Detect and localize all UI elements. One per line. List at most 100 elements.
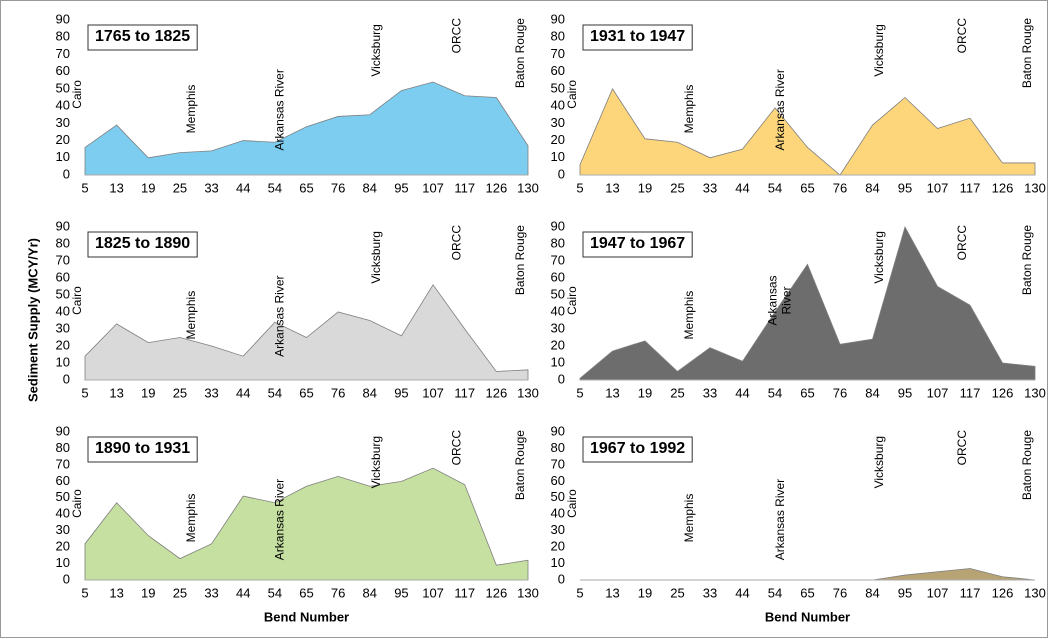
annotation: ORCC [955,18,969,54]
x-tick-label: 44 [735,585,749,600]
y-tick-label: 60 [551,473,565,488]
y-tick-label: 10 [551,555,565,570]
x-tick-label: 25 [670,180,684,195]
x-tick-label: 95 [898,585,912,600]
x-tick-label: 25 [173,585,187,600]
x-tick-label: 84 [865,585,879,600]
x-tick-label: 130 [1024,385,1046,400]
annotation: Cairo [70,80,84,109]
x-tick-label: 130 [517,585,539,600]
y-tick-label: 50 [551,489,565,504]
x-tick-label: 76 [833,585,847,600]
y-tick-label: 60 [56,473,70,488]
x-tick-label: 95 [394,585,408,600]
x-tick-label: 5 [576,180,583,195]
y-tick-label: 30 [56,320,70,335]
x-tick-label: 107 [422,180,444,195]
y-tick-label: 40 [551,506,565,521]
x-tick-label: 126 [486,180,508,195]
chart-title: 1825 to 1890 [95,235,190,252]
y-tick-label: 50 [56,286,70,301]
x-tick-label: 25 [173,180,187,195]
chart-title: 1765 to 1825 [95,28,190,45]
x-tick-label: 25 [670,585,684,600]
annotation: Arkansas River [773,69,787,150]
y-tick-label: 40 [551,303,565,318]
annotation: Cairo [565,286,579,315]
y-tick-label: 90 [551,218,565,233]
x-tick-label: 13 [109,180,123,195]
x-tick-label: 130 [1024,180,1046,195]
x-tick-label: 13 [109,585,123,600]
annotation: Memphis [184,494,198,543]
y-tick-label: 80 [56,440,70,455]
y-tick-label: 80 [551,235,565,250]
y-tick-label: 50 [56,80,70,95]
x-tick-label: 95 [394,385,408,400]
y-tick-label: 60 [56,269,70,284]
y-tick-label: 10 [56,555,70,570]
y-tick-label: 80 [56,29,70,44]
y-tick-label: 90 [56,218,70,233]
x-tick-label: 44 [236,180,250,195]
x-tick-label: 130 [517,385,539,400]
x-tick-label: 33 [703,585,717,600]
x-tick-label: 117 [454,180,475,195]
x-tick-label: 126 [486,385,508,400]
annotation: Cairo [565,489,579,518]
y-tick-label: 30 [551,522,565,537]
x-tick-label: 107 [422,585,444,600]
y-tick-label: 10 [56,149,70,164]
chart-title: 1931 to 1947 [590,28,685,45]
y-tick-label: 10 [56,354,70,369]
y-tick-label: 20 [56,539,70,554]
x-tick-label: 54 [268,180,282,195]
annotation: Baton Rouge [1020,225,1034,295]
y-tick-label: 60 [551,269,565,284]
annotation: ORCC [955,225,969,261]
x-tick-label: 33 [204,385,218,400]
annotation: Vicksburg [872,231,886,283]
y-tick-label: 90 [551,423,565,438]
y-tick-label: 0 [63,371,70,386]
x-tick-label: 13 [605,585,619,600]
annotation: ORCC [450,18,464,54]
x-tick-label: 5 [81,385,88,400]
x-tick-label: 84 [865,385,879,400]
x-tick-label: 13 [605,180,619,195]
y-tick-label: 0 [63,166,70,181]
annotation: Cairo [70,489,84,518]
y-tick-label: 70 [56,456,70,471]
y-tick-label: 40 [56,303,70,318]
chart-title: 1947 to 1967 [590,235,685,252]
x-tick-label: 107 [927,585,949,600]
x-tick-label: 19 [141,180,155,195]
y-tick-label: 90 [56,11,70,26]
y-axis-label: Sediment Supply (MCY/Yr) [25,238,40,402]
y-tick-label: 60 [56,63,70,78]
title-box [582,231,693,258]
annotation: Vicksburg [872,436,886,488]
y-tick-label: 70 [551,46,565,61]
chart-title: 1967 to 1992 [590,440,685,457]
annotation: Baton Rouge [1020,18,1034,88]
annotation: Baton Rouge [513,225,527,295]
x-tick-label: 19 [638,585,652,600]
annotation: Arkansas River [773,479,787,560]
x-tick-label: 25 [173,385,187,400]
title-box [87,436,198,463]
x-tick-label: 13 [605,385,619,400]
y-tick-label: 30 [551,115,565,130]
y-tick-label: 0 [558,166,565,181]
x-axis-label: Bend Number [765,609,850,624]
x-tick-label: 65 [299,585,313,600]
area [84,81,529,176]
annotation: Cairo [70,286,84,315]
x-tick-label: 107 [422,385,444,400]
annotation: Arkansas River [273,69,287,150]
y-tick-label: 20 [56,132,70,147]
annotation: Arkansas River [273,479,287,560]
y-tick-label: 60 [551,63,565,78]
x-tick-label: 95 [898,180,912,195]
